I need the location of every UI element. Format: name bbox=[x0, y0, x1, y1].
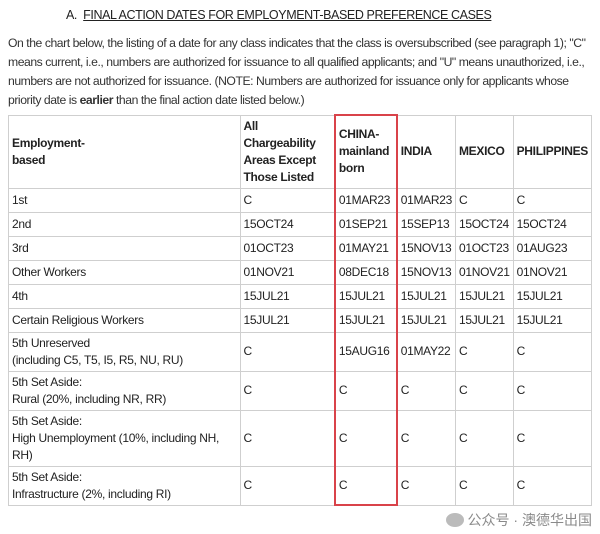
row-label: 2nd bbox=[8, 211, 241, 237]
date-cell: 15SEP13 bbox=[396, 211, 456, 237]
date-cell: 01MAY21 bbox=[333, 235, 398, 261]
table-row: 4th 15JUL21 15JUL21 15JUL21 15JUL21 15JUL21 bbox=[8, 283, 593, 309]
row-label: 4th bbox=[8, 283, 241, 309]
date-cell: C bbox=[239, 465, 336, 506]
date-cell: 15OCT24 bbox=[239, 211, 336, 237]
paragraph-text-end: than the final action date listed below.… bbox=[113, 93, 305, 107]
paragraph-text: On the chart below, the listing of a dat… bbox=[8, 36, 586, 107]
row-label: 5th Set Aside: Rural (20%, including NR,… bbox=[8, 370, 241, 411]
date-cell: 15OCT24 bbox=[512, 211, 593, 237]
date-cell: C bbox=[512, 370, 593, 411]
row-label: 1st bbox=[8, 187, 241, 213]
watermark: 公众号 · 澳德华出国 bbox=[8, 510, 592, 530]
row-label: 3rd bbox=[8, 235, 241, 261]
date-cell: 01AUG23 bbox=[512, 235, 593, 261]
date-cell: C bbox=[454, 409, 514, 467]
date-cell: 01MAY22 bbox=[396, 331, 456, 372]
table-row: Other Workers 01NOV21 08DEC18 15NOV13 01NOV2… bbox=[8, 259, 593, 285]
date-cell: C bbox=[239, 370, 336, 411]
row-label: Other Workers bbox=[8, 259, 241, 285]
section-title-text: FINAL ACTION DATES FOR EMPLOYMENT-BASED … bbox=[83, 8, 492, 22]
date-cell: 15JUL21 bbox=[239, 307, 336, 333]
date-cell: 08DEC18 bbox=[333, 259, 398, 285]
date-cell: 15OCT24 bbox=[454, 211, 514, 237]
date-cell: C bbox=[396, 370, 456, 411]
table-row: 5th Set Aside: High Unemployment (10%, i… bbox=[8, 409, 593, 467]
table-row: 5th Set Aside: Infrastructure (2%, inclu… bbox=[8, 465, 593, 506]
date-cell: 15JUL21 bbox=[396, 283, 456, 309]
date-cell: C bbox=[454, 465, 514, 506]
watermark-text: 公众号 · 澳德华出国 bbox=[467, 512, 592, 528]
table-row: 1st C 01MAR23 01MAR23 C C bbox=[8, 187, 593, 213]
date-cell: 01NOV21 bbox=[239, 259, 336, 285]
table-row: Certain Religious Workers 15JUL21 15JUL21 1… bbox=[8, 307, 593, 333]
date-cell: C bbox=[454, 331, 514, 372]
date-cell: C bbox=[512, 465, 593, 506]
date-cell: 15NOV13 bbox=[396, 235, 456, 261]
date-cell: C bbox=[454, 187, 514, 213]
date-cell: C bbox=[512, 187, 593, 213]
row-label: Certain Religious Workers bbox=[8, 307, 241, 333]
date-cell: 15JUL21 bbox=[512, 283, 593, 309]
column-header: MEXICO bbox=[454, 114, 514, 189]
date-cell: 01NOV21 bbox=[454, 259, 514, 285]
row-label: 5th Set Aside: High Unemployment (10%, i… bbox=[8, 409, 241, 467]
date-cell: 15JUL21 bbox=[454, 283, 514, 309]
table-row: 5th Unreserved (including C5, T5, I5, R5… bbox=[8, 331, 593, 372]
date-cell: 15AUG16 bbox=[333, 331, 398, 372]
date-cell: C bbox=[512, 331, 593, 372]
intro-paragraph: On the chart below, the listing of a dat… bbox=[8, 34, 592, 110]
section-prefix: A. bbox=[66, 8, 78, 22]
date-cell: C bbox=[239, 187, 336, 213]
date-cell: C bbox=[512, 409, 593, 467]
table-row: 5th Set Aside: Rural (20%, including NR,… bbox=[8, 370, 593, 411]
date-cell: 15JUL21 bbox=[333, 283, 398, 309]
column-header: All Chargeability Areas Except Those Lis… bbox=[239, 114, 336, 189]
date-cell: C bbox=[454, 370, 514, 411]
section-title: A. FINAL ACTION DATES FOR EMPLOYMENT-BAS… bbox=[66, 6, 592, 24]
date-cell: C bbox=[239, 409, 336, 467]
date-cell: 15JUL21 bbox=[239, 283, 336, 309]
date-cell: 01MAR23 bbox=[396, 187, 456, 213]
date-cell: 15JUL21 bbox=[454, 307, 514, 333]
column-header: Employment- based bbox=[8, 114, 241, 189]
date-cell: 15NOV13 bbox=[396, 259, 456, 285]
date-cell: C bbox=[396, 465, 456, 506]
date-cell: 15JUL21 bbox=[512, 307, 593, 333]
date-cell: 01OCT23 bbox=[454, 235, 514, 261]
row-label: 5th Unreserved (including C5, T5, I5, R5… bbox=[8, 331, 241, 372]
table-row: 3rd 01OCT23 01MAY21 15NOV13 01OCT23 01AUG23 bbox=[8, 235, 593, 261]
date-cell: C bbox=[333, 465, 398, 506]
date-cell: 01SEP21 bbox=[333, 211, 398, 237]
column-header: INDIA bbox=[396, 114, 456, 189]
table-row: 2nd 15OCT24 01SEP21 15SEP13 15OCT24 15OCT24 bbox=[8, 211, 593, 237]
date-cell: 15JUL21 bbox=[333, 307, 398, 333]
wechat-icon bbox=[445, 513, 464, 527]
date-cell: C bbox=[333, 370, 398, 411]
date-cell: 01MAR23 bbox=[333, 187, 398, 213]
date-cell: 01OCT23 bbox=[239, 235, 336, 261]
paragraph-bold: earlier bbox=[79, 93, 114, 107]
column-header-highlighted: CHINA- mainland born bbox=[333, 114, 398, 189]
date-cell: C bbox=[396, 409, 456, 467]
date-cell: 15JUL21 bbox=[396, 307, 456, 333]
final-action-dates-table: Employment- based All Chargeability Areas… bbox=[8, 114, 593, 506]
date-cell: C bbox=[239, 331, 336, 372]
row-label: 5th Set Aside: Infrastructure (2%, inclu… bbox=[8, 465, 241, 506]
column-header: PHILIPPINES bbox=[512, 114, 593, 189]
date-cell: 01NOV21 bbox=[512, 259, 593, 285]
date-cell: C bbox=[333, 409, 398, 467]
